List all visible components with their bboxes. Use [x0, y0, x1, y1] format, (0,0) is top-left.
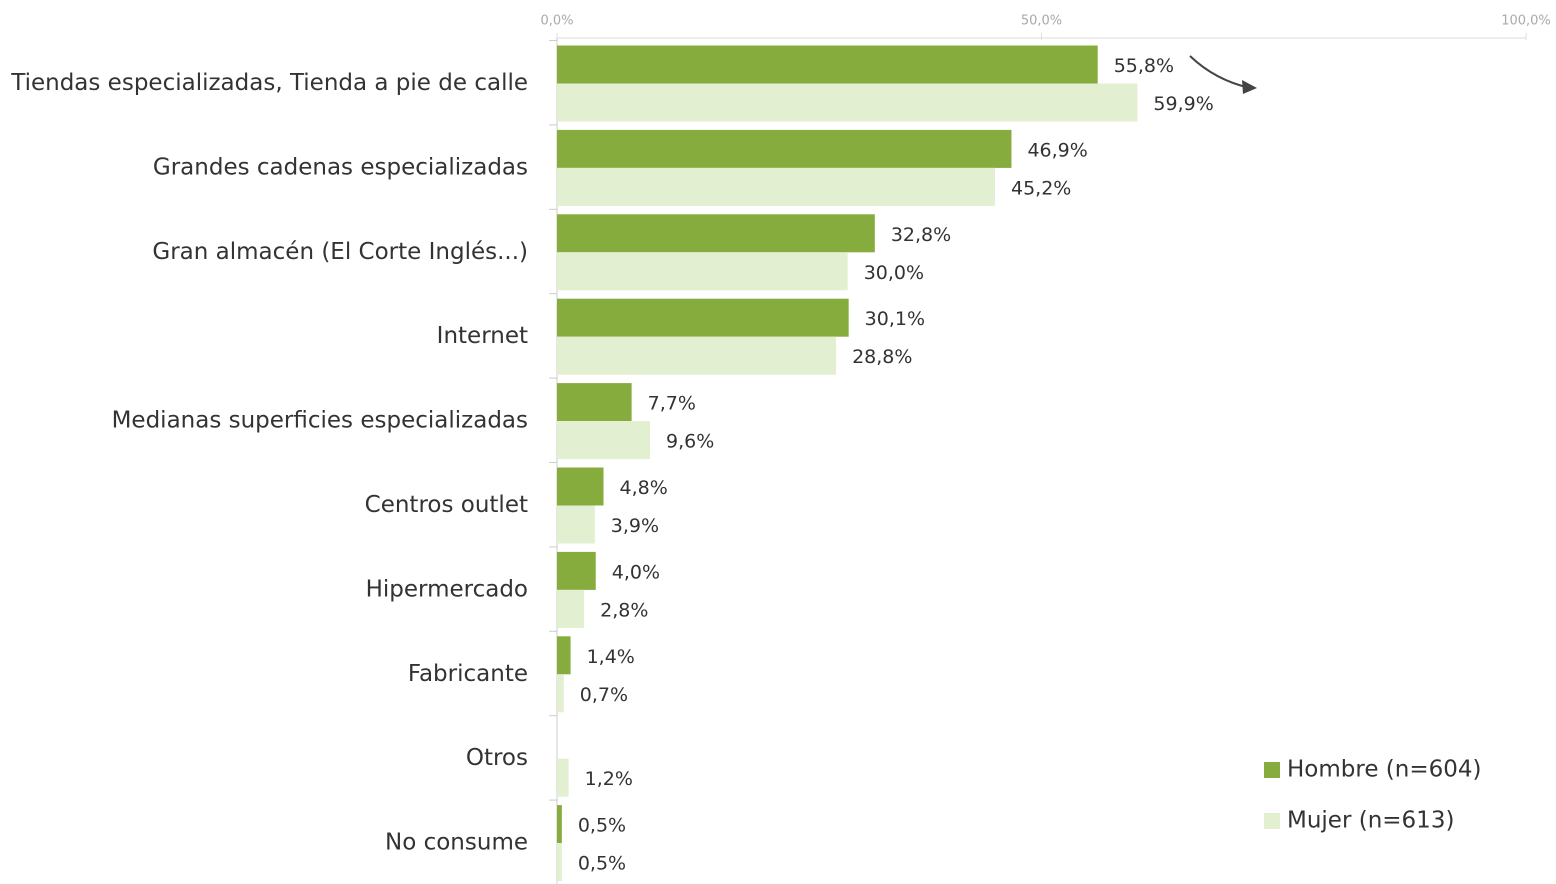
bar — [557, 298, 849, 337]
category-label: Hipermercado — [366, 576, 528, 602]
value-label: 46,9% — [1027, 139, 1087, 161]
bar — [557, 421, 651, 460]
value-label: 45,2% — [1011, 177, 1071, 199]
value-label: 32,8% — [891, 224, 951, 246]
value-label: 2,8% — [600, 599, 648, 621]
bar — [557, 505, 595, 544]
value-label: 55,8% — [1114, 55, 1174, 77]
bar — [557, 551, 596, 590]
value-label: 9,6% — [666, 431, 714, 453]
category-label: Centros outlet — [365, 492, 528, 518]
arrow-head — [1242, 80, 1257, 94]
bar — [557, 674, 564, 713]
category-label: No consume — [385, 830, 528, 856]
value-label: 0,5% — [578, 853, 626, 875]
legend-label: Mujer (n=613) — [1287, 808, 1454, 834]
bar — [557, 383, 632, 422]
x-tick-label: 50,0% — [1021, 14, 1062, 29]
value-label: 1,4% — [587, 646, 635, 668]
bar — [557, 252, 848, 291]
value-label: 0,5% — [578, 815, 626, 837]
bar — [557, 336, 837, 375]
value-label: 3,9% — [611, 515, 659, 537]
bar — [557, 45, 1098, 84]
legend-swatch — [1264, 762, 1280, 778]
category-label: Grandes cadenas especializadas — [153, 154, 528, 180]
bar — [557, 758, 569, 797]
value-label: 59,9% — [1153, 93, 1213, 115]
legend-swatch — [1264, 813, 1280, 829]
category-label: Tiendas especializadas, Tienda a pie de … — [10, 70, 528, 96]
value-label: 30,1% — [865, 308, 925, 330]
bar — [557, 214, 875, 253]
value-label: 1,2% — [585, 768, 633, 790]
value-label: 0,7% — [580, 684, 628, 706]
value-label: 7,7% — [648, 393, 696, 415]
arrow — [1189, 55, 1251, 89]
value-label: 4,8% — [620, 477, 668, 499]
value-label: 4,0% — [612, 561, 660, 583]
bar — [557, 589, 585, 628]
x-tick-label: 0,0% — [540, 14, 573, 29]
legend-label: Hombre (n=604) — [1287, 757, 1481, 783]
bar — [557, 167, 995, 206]
bar — [557, 843, 562, 882]
bar — [557, 83, 1138, 122]
bar — [557, 129, 1012, 168]
value-label: 30,0% — [864, 262, 924, 284]
category-label: Gran almacén (El Corte Inglés...) — [152, 239, 528, 265]
category-label: Fabricante — [408, 661, 528, 687]
category-label: Medianas superficies especializadas — [112, 408, 528, 434]
x-tick-label: 100,0% — [1501, 14, 1551, 29]
category-label: Otros — [466, 745, 528, 771]
bar — [557, 805, 562, 844]
value-label: 28,8% — [852, 346, 912, 368]
bar — [557, 636, 571, 675]
bar — [557, 467, 604, 506]
category-label: Internet — [437, 323, 528, 349]
